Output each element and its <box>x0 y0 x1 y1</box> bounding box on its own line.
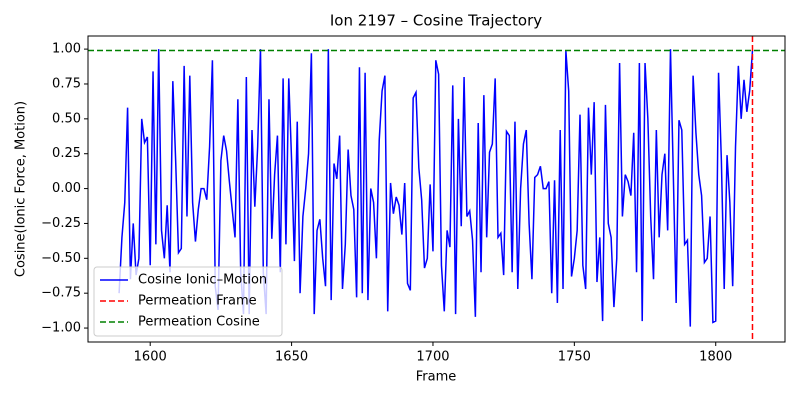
y-tick-label: 0.25 <box>52 146 81 161</box>
x-axis-label: Frame <box>416 370 457 385</box>
legend: Cosine Ionic–Motion Permeation Frame Perme… <box>93 266 283 337</box>
chart-title: Ion 2197 – Cosine Trajectory <box>330 12 542 30</box>
y-tick-label: −0.75 <box>41 286 81 301</box>
x-tick-label: 1800 <box>699 350 732 365</box>
legend-box <box>93 266 283 337</box>
y-tick-label: 1.00 <box>52 42 81 57</box>
y-tick-label: −0.50 <box>41 251 81 266</box>
y-tick-label: 0.75 <box>52 76 81 91</box>
legend-label: Permeation Cosine <box>138 315 260 330</box>
y-tick-label: −0.25 <box>41 216 81 231</box>
x-tick-label: 1650 <box>275 350 308 365</box>
x-tick-label: 1750 <box>558 350 591 365</box>
data-line <box>118 49 754 327</box>
x-tick-label: 1700 <box>416 350 449 365</box>
y-tick-label: 0.00 <box>52 181 81 196</box>
legend-label: Cosine Ionic–Motion <box>138 273 267 288</box>
plot-frame <box>87 35 786 343</box>
legend-label: Permeation Frame <box>138 294 257 309</box>
y-tick-label: 0.50 <box>52 111 81 126</box>
x-tick-label: 1600 <box>134 350 167 365</box>
y-tick-label: −1.00 <box>41 321 81 336</box>
y-axis-label: Cosine(Ionic Force, Motion) <box>14 101 29 277</box>
